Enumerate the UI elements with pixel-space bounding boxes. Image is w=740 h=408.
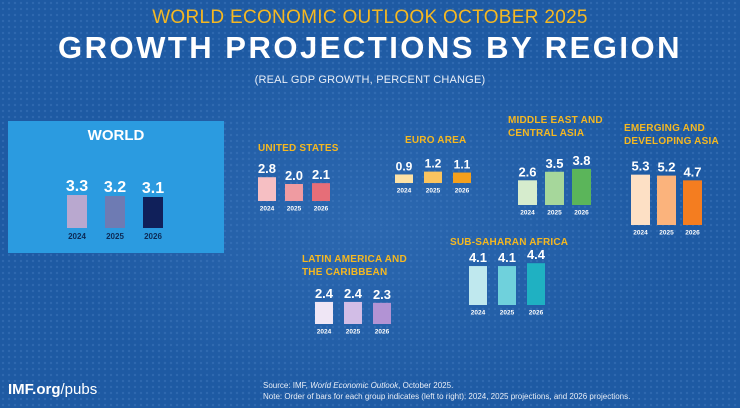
group-title-world: WORLD xyxy=(87,127,145,144)
value-label-meca-2025: 3.5 xyxy=(545,156,563,171)
bar-us-2026 xyxy=(312,183,330,201)
value-label-meca-2026: 3.8 xyxy=(572,153,590,168)
bar-world-2024 xyxy=(67,195,87,228)
bar-us-2024 xyxy=(258,177,276,201)
value-label-world-2025: 3.2 xyxy=(104,179,126,196)
year-label-us-2024: 2024 xyxy=(260,206,275,213)
bar-world-2025 xyxy=(105,196,125,228)
year-label-meca-2025: 2025 xyxy=(547,210,562,217)
value-label-ssa-2024: 4.1 xyxy=(469,250,487,265)
year-label-emde-2026: 2026 xyxy=(685,230,700,237)
year-label-us-2025: 2025 xyxy=(287,206,302,213)
year-label-latam-2025: 2025 xyxy=(346,329,361,336)
imf-pubs-link[interactable]: IMF.org/pubs xyxy=(8,381,97,398)
year-label-emde-2025: 2025 xyxy=(659,230,674,237)
supertitle: WORLD ECONOMIC OUTLOOK OCTOBER 2025 xyxy=(152,7,588,28)
note-line: Note: Order of bars for each group indic… xyxy=(263,392,631,401)
value-label-ssa-2025: 4.1 xyxy=(498,250,516,265)
bar-meca-2025 xyxy=(545,171,564,205)
year-label-latam-2024: 2024 xyxy=(317,329,332,336)
bar-emde-2026 xyxy=(683,180,702,225)
year-label-meca-2024: 2024 xyxy=(520,210,535,217)
value-label-emde-2026: 4.7 xyxy=(683,164,701,179)
value-label-latam-2024: 2.4 xyxy=(315,286,334,301)
bar-ssa-2025 xyxy=(498,266,516,305)
year-label-euro-2024: 2024 xyxy=(397,188,412,195)
year-label-euro-2026: 2026 xyxy=(455,188,470,195)
bar-ssa-2026 xyxy=(527,263,545,305)
year-label-meca-2026: 2026 xyxy=(574,210,589,217)
value-label-world-2024: 3.3 xyxy=(66,178,88,195)
page-title: GROWTH PROJECTIONS BY REGION xyxy=(57,30,683,65)
value-label-world-2026: 3.1 xyxy=(142,180,164,197)
bar-meca-2026 xyxy=(572,168,591,205)
group-title-euro: EURO AREA xyxy=(405,135,467,146)
brand-bold: IMF.org xyxy=(8,381,61,398)
bar-ssa-2024 xyxy=(469,266,487,305)
year-label-ssa-2024: 2024 xyxy=(471,310,486,317)
year-label-world-2024: 2024 xyxy=(68,232,86,241)
bar-latam-2025 xyxy=(344,301,362,324)
bar-latam-2026 xyxy=(373,302,391,324)
bar-meca-2024 xyxy=(518,180,537,205)
value-label-us-2024: 2.8 xyxy=(258,161,276,176)
bar-emde-2024 xyxy=(631,174,650,225)
value-label-us-2025: 2.0 xyxy=(285,168,303,183)
bar-euro-2024 xyxy=(395,174,413,183)
value-label-ssa-2026: 4.4 xyxy=(527,247,546,262)
bar-euro-2025 xyxy=(424,171,442,183)
value-label-latam-2025: 2.4 xyxy=(344,286,363,301)
value-label-us-2026: 2.1 xyxy=(312,167,330,182)
brand-rest: /pubs xyxy=(60,381,98,398)
value-label-emde-2025: 5.2 xyxy=(657,160,675,175)
group-title-us: UNITED STATES xyxy=(258,143,339,154)
subtitle: (REAL GDP GROWTH, PERCENT CHANGE) xyxy=(254,74,486,86)
source-note: Source: IMF, World Economic Outlook, Oct… xyxy=(263,380,630,402)
bar-emde-2025 xyxy=(657,175,676,225)
value-label-euro-2025: 1.2 xyxy=(425,157,442,171)
year-label-emde-2024: 2024 xyxy=(633,230,648,237)
bar-euro-2026 xyxy=(453,172,471,183)
source-title: World Economic Outlook xyxy=(310,381,399,390)
year-label-world-2025: 2025 xyxy=(106,232,124,241)
value-label-euro-2024: 0.9 xyxy=(396,159,413,173)
group-title-latam: LATIN AMERICA AND THE CARIBBEAN xyxy=(302,254,407,278)
world-panel xyxy=(8,121,224,253)
year-label-latam-2026: 2026 xyxy=(375,329,390,336)
year-label-euro-2025: 2025 xyxy=(426,188,441,195)
group-title-ssa: SUB-SAHARAN AFRICA xyxy=(450,237,569,248)
year-label-ssa-2026: 2026 xyxy=(529,310,544,317)
value-label-euro-2026: 1.1 xyxy=(454,158,471,172)
bar-latam-2024 xyxy=(315,301,333,324)
year-label-world-2026: 2026 xyxy=(144,232,162,241)
value-label-meca-2024: 2.6 xyxy=(518,164,536,179)
group-title-meca: MIDDLE EAST AND CENTRAL ASIA xyxy=(508,115,603,139)
source-prefix: Source: IMF, xyxy=(263,381,311,390)
bar-us-2025 xyxy=(285,184,303,201)
source-suffix: , October 2025. xyxy=(398,381,454,390)
year-label-us-2026: 2026 xyxy=(314,206,329,213)
value-label-emde-2024: 5.3 xyxy=(631,159,649,174)
group-title-emde: EMERGING AND DEVELOPING ASIA xyxy=(624,123,719,147)
bar-world-2026 xyxy=(143,197,163,228)
year-label-ssa-2025: 2025 xyxy=(500,310,515,317)
source-line: Source: IMF, World Economic Outlook, Oct… xyxy=(263,380,630,391)
value-label-latam-2026: 2.3 xyxy=(373,287,391,302)
